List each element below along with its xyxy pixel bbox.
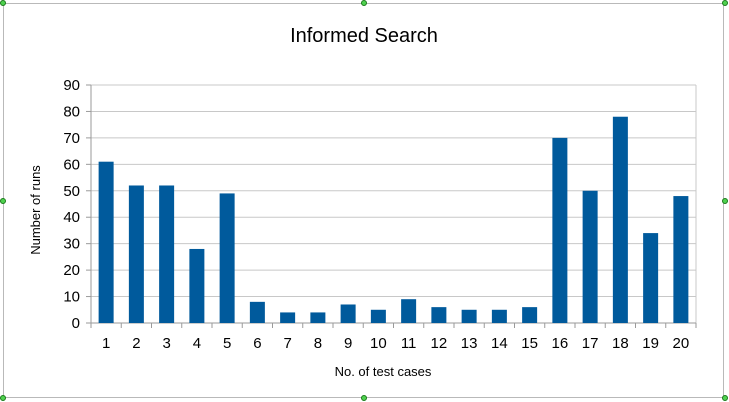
x-axis-label: No. of test cases: [335, 364, 432, 379]
y-tick-label: 60: [63, 156, 80, 173]
bar: [643, 233, 659, 323]
y-tick-label: 10: [63, 289, 80, 306]
y-tick-labels: 0 10 20 30 40 50 60 70 80 90: [63, 77, 80, 332]
bar: [612, 116, 628, 323]
x-tick-label: 17: [582, 335, 599, 352]
resize-handle-top-center[interactable]: [361, 0, 367, 6]
bar: [552, 137, 568, 323]
x-tick-label: 14: [491, 335, 508, 352]
bar: [491, 309, 507, 323]
resize-handle-bottom-right[interactable]: [722, 395, 728, 401]
x-tick-label: 3: [162, 335, 170, 352]
resize-handle-bottom-left[interactable]: [0, 395, 6, 401]
bar: [431, 307, 447, 323]
bar: [249, 301, 265, 323]
x-tick-label: 11: [401, 335, 417, 352]
x-tick-label: 5: [223, 335, 231, 352]
x-tick-label: 19: [642, 335, 659, 352]
y-tick-label: 80: [63, 103, 80, 120]
bar: [522, 307, 538, 323]
x-tick-label: 10: [370, 335, 387, 352]
chart-title: Informed Search: [290, 25, 438, 47]
resize-handle-bottom-center[interactable]: [361, 395, 367, 401]
bar: [310, 312, 326, 323]
bar: [401, 299, 417, 323]
x-tick-label: 6: [253, 335, 261, 352]
bar: [582, 190, 598, 323]
bar: [673, 196, 689, 323]
bars: [98, 116, 689, 323]
bar: [159, 185, 175, 323]
gridlines: [86, 84, 697, 328]
y-tick-label: 50: [63, 183, 80, 200]
x-tick-label: 7: [283, 335, 291, 352]
y-tick-label: 20: [63, 262, 80, 279]
resize-handle-top-left[interactable]: [0, 0, 6, 6]
bar: [340, 304, 356, 323]
resize-handle-middle-right[interactable]: [722, 198, 728, 204]
bar: [189, 248, 205, 323]
y-tick-label: 30: [63, 236, 80, 253]
x-tick-label: 18: [612, 335, 629, 352]
bar: [461, 309, 477, 323]
bar: [219, 193, 235, 323]
x-tick-label: 9: [344, 335, 352, 352]
y-tick-label: 0: [72, 315, 80, 332]
x-tick-label: 13: [461, 335, 478, 352]
x-tick-label: 16: [552, 335, 569, 352]
x-tick-label: 12: [431, 335, 448, 352]
bar: [280, 312, 296, 323]
x-tick-label: 1: [102, 335, 110, 352]
x-tick-label: 2: [132, 335, 140, 352]
bar: [98, 161, 114, 323]
x-tick-labels: 1 2 3 4 5 6 7 8 9 10 11 12 13 14 15 16 17 18 19 20: [102, 335, 689, 352]
y-tick-label: 70: [63, 130, 80, 147]
x-tick-label: 8: [314, 335, 322, 352]
y-axis-label: Number of runs: [28, 165, 43, 255]
resize-handle-top-right[interactable]: [722, 0, 728, 6]
x-tick-label: 4: [193, 335, 201, 352]
y-tick-label: 90: [63, 77, 80, 94]
y-tick-label: 40: [63, 209, 80, 226]
bar: [370, 309, 386, 323]
resize-handle-middle-left[interactable]: [0, 198, 6, 204]
x-tick-label: 15: [521, 335, 538, 352]
x-tick-label: 20: [673, 335, 690, 352]
bar: [128, 185, 144, 323]
